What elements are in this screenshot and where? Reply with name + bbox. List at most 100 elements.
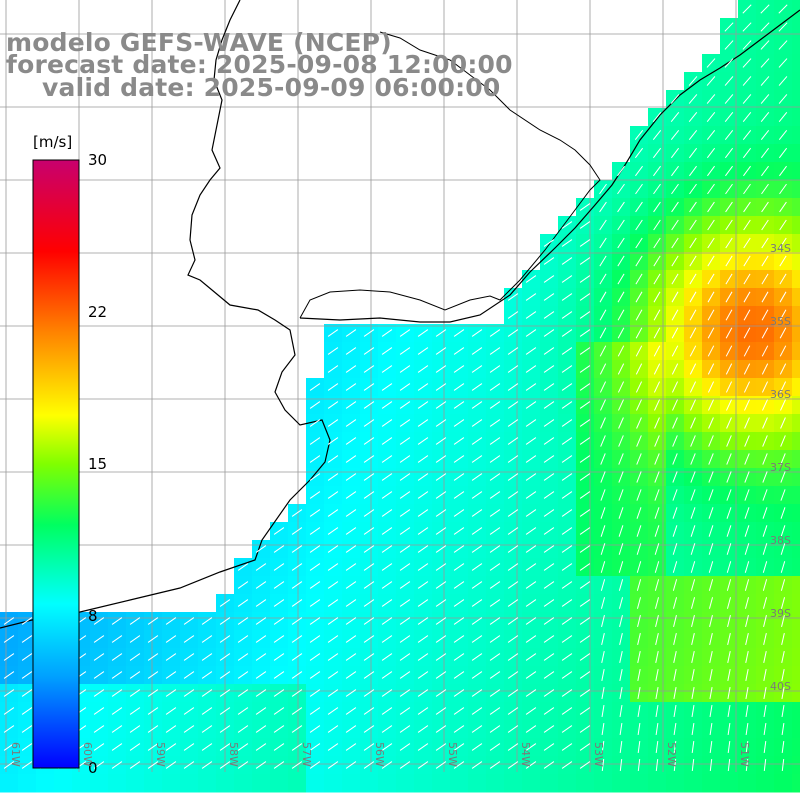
wind-arrow	[561, 743, 573, 751]
wind-arrow	[291, 545, 303, 553]
wind-arrow	[742, 147, 752, 159]
wind-arrow	[399, 473, 411, 481]
wind-arrow	[345, 329, 357, 337]
wind-arrow	[327, 581, 339, 589]
wind-arrow	[417, 635, 429, 643]
wind-arrow	[561, 491, 573, 499]
wind-arrow	[579, 635, 591, 643]
wind-arrow	[761, 291, 769, 303]
wind-cell	[18, 774, 37, 793]
wind-arrow	[525, 491, 537, 499]
wind-arrow	[743, 165, 751, 177]
wind-arrow	[363, 329, 375, 337]
wind-arrow	[742, 94, 752, 104]
wind-cell	[792, 36, 800, 55]
wind-arrow	[743, 237, 751, 249]
wind-cell	[792, 126, 800, 145]
wind-cell	[792, 234, 800, 253]
wind-arrow	[561, 725, 573, 733]
wind-arrow	[291, 581, 303, 589]
wind-arrow	[600, 561, 606, 573]
wind-arrow	[707, 237, 715, 249]
wind-arrow	[417, 743, 429, 751]
wind-arrow	[778, 112, 788, 122]
wind-arrow	[417, 599, 429, 607]
wind-arrow	[561, 473, 573, 481]
wind-arrow	[309, 383, 321, 391]
wind-arrow	[619, 740, 623, 754]
wind-arrow	[93, 707, 105, 715]
wind-cell	[792, 684, 800, 703]
wind-arrow	[653, 165, 661, 177]
wind-arrow	[617, 381, 625, 393]
wind-arrow	[744, 579, 750, 591]
wind-arrow	[760, 76, 770, 86]
wind-arrow	[688, 94, 698, 104]
wind-arrow	[726, 471, 732, 483]
wind-arrow	[453, 491, 465, 499]
wind-arrow	[417, 617, 429, 625]
wind-arrow	[561, 689, 573, 697]
wind-arrow	[219, 599, 231, 607]
wind-arrow	[435, 581, 447, 589]
wind-arrow	[635, 381, 643, 393]
wind-arrow	[762, 399, 768, 411]
wind-arrow	[381, 761, 393, 769]
wind-arrow	[363, 707, 375, 715]
wind-arrow	[237, 653, 249, 661]
wind-arrow	[435, 329, 447, 337]
wind-arrow	[93, 671, 105, 679]
wind-arrow	[543, 401, 555, 409]
wind-arrow	[636, 579, 642, 591]
wind-arrow	[579, 725, 591, 733]
wind-arrow	[363, 383, 375, 391]
wind-arrow	[725, 345, 733, 357]
wind-arrow	[653, 183, 661, 195]
wind-arrow	[345, 581, 357, 589]
wind-arrow	[579, 509, 591, 517]
wind-arrow	[744, 525, 750, 537]
wind-cell	[792, 594, 800, 613]
wind-arrow	[3, 707, 15, 715]
wind-arrow	[507, 293, 519, 301]
wind-arrow	[471, 725, 483, 733]
wind-cell	[54, 774, 73, 793]
wind-arrow	[655, 758, 659, 772]
wind-arrow	[779, 219, 787, 231]
wind-arrow	[779, 273, 787, 285]
wind-arrow	[561, 617, 573, 625]
wind-cell	[792, 252, 800, 271]
wind-arrow	[636, 543, 642, 555]
wind-arrow	[417, 437, 429, 445]
wind-arrow	[435, 743, 447, 751]
wind-arrow	[345, 689, 357, 697]
wind-arrow	[381, 473, 393, 481]
wind-arrow	[727, 651, 731, 663]
wind-arrow	[381, 743, 393, 751]
wind-arrow	[743, 381, 751, 393]
wind-arrow	[689, 345, 697, 357]
wind-arrow	[93, 725, 105, 733]
wind-arrow	[327, 527, 339, 535]
wind-arrow	[219, 725, 231, 733]
wind-arrow	[744, 453, 750, 465]
wind-arrow	[381, 563, 393, 571]
colorbar	[32, 159, 80, 769]
wind-arrow	[327, 401, 339, 409]
lon-label-60w: 60W	[81, 742, 94, 767]
wind-arrow	[255, 653, 267, 661]
wind-arrow	[363, 671, 375, 679]
wind-arrow	[489, 761, 501, 769]
wind-arrow	[453, 581, 465, 589]
wind-arrow	[600, 417, 606, 429]
wind-arrow	[561, 239, 573, 247]
wind-cell	[522, 774, 541, 793]
wind-arrow	[671, 183, 679, 195]
wind-arrow	[599, 345, 607, 357]
wind-arrow	[417, 365, 429, 373]
wind-arrow	[3, 761, 15, 769]
wind-arrow	[165, 707, 177, 715]
wind-cell	[792, 648, 800, 667]
wind-arrow	[618, 561, 624, 573]
